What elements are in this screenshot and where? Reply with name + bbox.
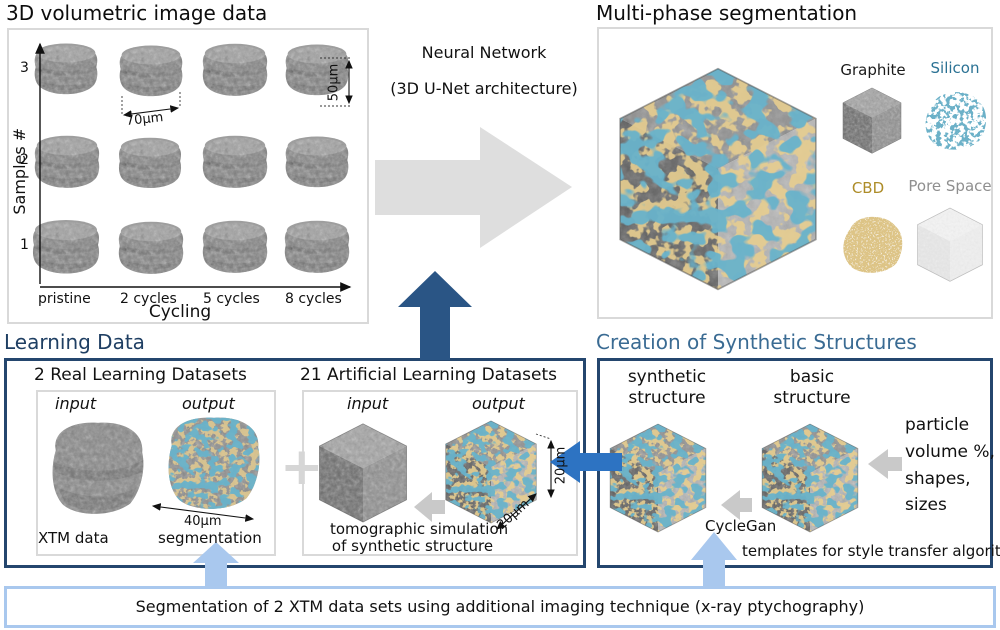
templates-caption: templates for style transfer algorithm: [742, 542, 1000, 560]
particle-param-2: volume %,: [905, 442, 995, 462]
bottom-bar-text: Segmentation of 2 XTM data sets using ad…: [135, 597, 865, 616]
x-axis-label: Cycling: [148, 302, 212, 322]
segmentation-panel-title: Multi-phase segmentation: [596, 1, 858, 25]
sample-cylinder: [198, 130, 272, 196]
dim-20um-vertical-label: 20µm: [553, 446, 569, 485]
phase-label-pore-space: Pore Space: [908, 177, 992, 195]
real-datasets-title: 2 Real Learning Datasets: [34, 365, 247, 385]
x-tick-2cycles: 2 cycles: [120, 291, 177, 307]
bottom-bar: [4, 586, 996, 628]
sample-cylinder: [114, 133, 186, 195]
synthetic-structure-label-2: structure: [628, 388, 706, 408]
sample-cylinder: [30, 38, 102, 102]
x-tick-pristine: pristine: [38, 291, 91, 307]
segmented-cube-large: [598, 52, 838, 302]
synthetic-panel-title: Creation of Synthetic Structures: [596, 330, 917, 354]
sample-cylinder: [114, 216, 188, 282]
real-output-blob: [158, 408, 270, 516]
art-input-label: input: [347, 394, 389, 413]
basic-structure-label-1: basic: [789, 367, 835, 387]
y-tick-2: 2: [20, 152, 29, 168]
x-tick-8cycles: 8 cycles: [285, 291, 342, 307]
art-output-label: output: [472, 394, 525, 413]
phase-cube-graphite: [838, 82, 906, 158]
dim-40um-label: 40µm: [184, 514, 222, 529]
y-axis-label: Samples #: [9, 127, 29, 215]
plus-sign: +: [280, 437, 324, 497]
learning-to-nn-arrow: [398, 271, 472, 360]
phase-cube-pore-space: [912, 198, 988, 290]
sample-cylinder: [198, 38, 272, 104]
nn-flow-arrow: [375, 127, 572, 248]
real-input-label: input: [55, 394, 97, 413]
phase-blob-cbd: [836, 198, 908, 288]
segmentation-caption: segmentation: [158, 529, 262, 547]
tomographic-caption-line2: of synthetic structure: [331, 537, 494, 555]
particle-param-1: particle: [905, 415, 970, 435]
synthetic-structure-cube: [602, 412, 714, 542]
artificial-datasets-title: 21 Artificial Learning Datasets: [300, 365, 558, 385]
tomographic-caption-line1: tomographic simulation: [330, 520, 509, 538]
real-output-label: output: [182, 394, 235, 413]
dim-50um-label: 50µm: [326, 63, 342, 102]
cyclegan-label: CycleGan: [705, 517, 777, 535]
sample-cylinder: [30, 130, 104, 196]
sample-cylinder: [198, 214, 272, 282]
phase-label-cbd: CBD: [851, 179, 885, 197]
nn-subtitle: (3D U-Net architecture): [390, 79, 578, 98]
particle-param-3: shapes,: [905, 469, 971, 489]
volumetric-panel-title: 3D volumetric image data: [6, 1, 268, 25]
xtm-data-caption: XTM data: [38, 529, 109, 547]
art-input-cube: [312, 415, 414, 529]
real-input-blob: [44, 412, 152, 522]
sample-cylinder: [281, 131, 353, 195]
synthetic-structure-label-1: synthetic: [627, 367, 707, 387]
sample-cylinder: [28, 214, 104, 282]
x-tick-5cycles: 5 cycles: [203, 291, 260, 307]
y-tick-3: 3: [20, 60, 29, 76]
particle-param-4: sizes: [905, 495, 947, 515]
basic-structure-label-2: structure: [773, 388, 851, 408]
phase-cloud-silicon: [918, 80, 992, 158]
sample-cylinder: [115, 40, 187, 104]
phase-label-silicon: Silicon: [930, 59, 980, 77]
sample-cylinder: [280, 215, 354, 281]
nn-title: Neural Network: [421, 43, 547, 62]
y-tick-1: 1: [20, 237, 29, 253]
learning-panel-title: Learning Data: [4, 330, 145, 354]
phase-label-graphite: Graphite: [840, 61, 906, 79]
